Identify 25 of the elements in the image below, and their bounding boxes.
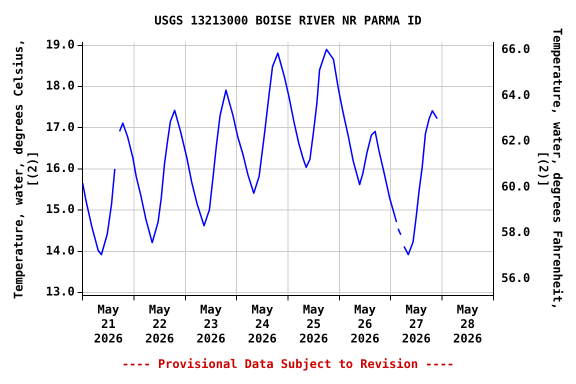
y-tick-label: 13.0	[46, 284, 75, 299]
y-axis-title: Temperature, water, degrees Celsius, [(2)]	[11, 38, 40, 299]
x-tick-label: May 21 2026	[94, 302, 123, 346]
x-tick-label: May 22 2026	[145, 302, 174, 346]
y2-tick-label: 56.0	[501, 270, 530, 285]
x-tick-label: May 24 2026	[248, 302, 277, 346]
x-tick-label: May 26 2026	[350, 302, 380, 346]
y2-axis-title: Temperature, water, degrees Fahrenheit, [(2)]	[536, 28, 565, 310]
x-tick-label: May 23 2026	[196, 302, 226, 346]
y-tick-label: 15.0	[46, 202, 75, 216]
text: ---- Provisional Data Subject to Revision ----	[122, 356, 454, 371]
y2-tick-label: 66.0	[501, 42, 530, 56]
x-tick-label: May 25 2026	[299, 302, 328, 346]
y-tick-label: 19.0	[46, 37, 75, 52]
y-tick-label: 16.0	[46, 161, 75, 176]
y2-tick-label: 58.0	[501, 225, 530, 240]
y-tick-label: 18.0	[46, 78, 75, 93]
x-tick-label: May 27 2026	[402, 302, 431, 346]
y-tick-label: 14.0	[46, 243, 75, 258]
y2-tick-label: 62.0	[501, 134, 530, 148]
y2-tick-label: 64.0	[501, 88, 530, 102]
chart-title: USGS 13213000 BOISE RIVER NR PARMA ID	[154, 13, 422, 28]
y-tick-label: 17.0	[46, 120, 75, 134]
y2-tick-label: 60.0	[501, 179, 530, 194]
x-tick-label: May 28 2026	[453, 302, 482, 346]
